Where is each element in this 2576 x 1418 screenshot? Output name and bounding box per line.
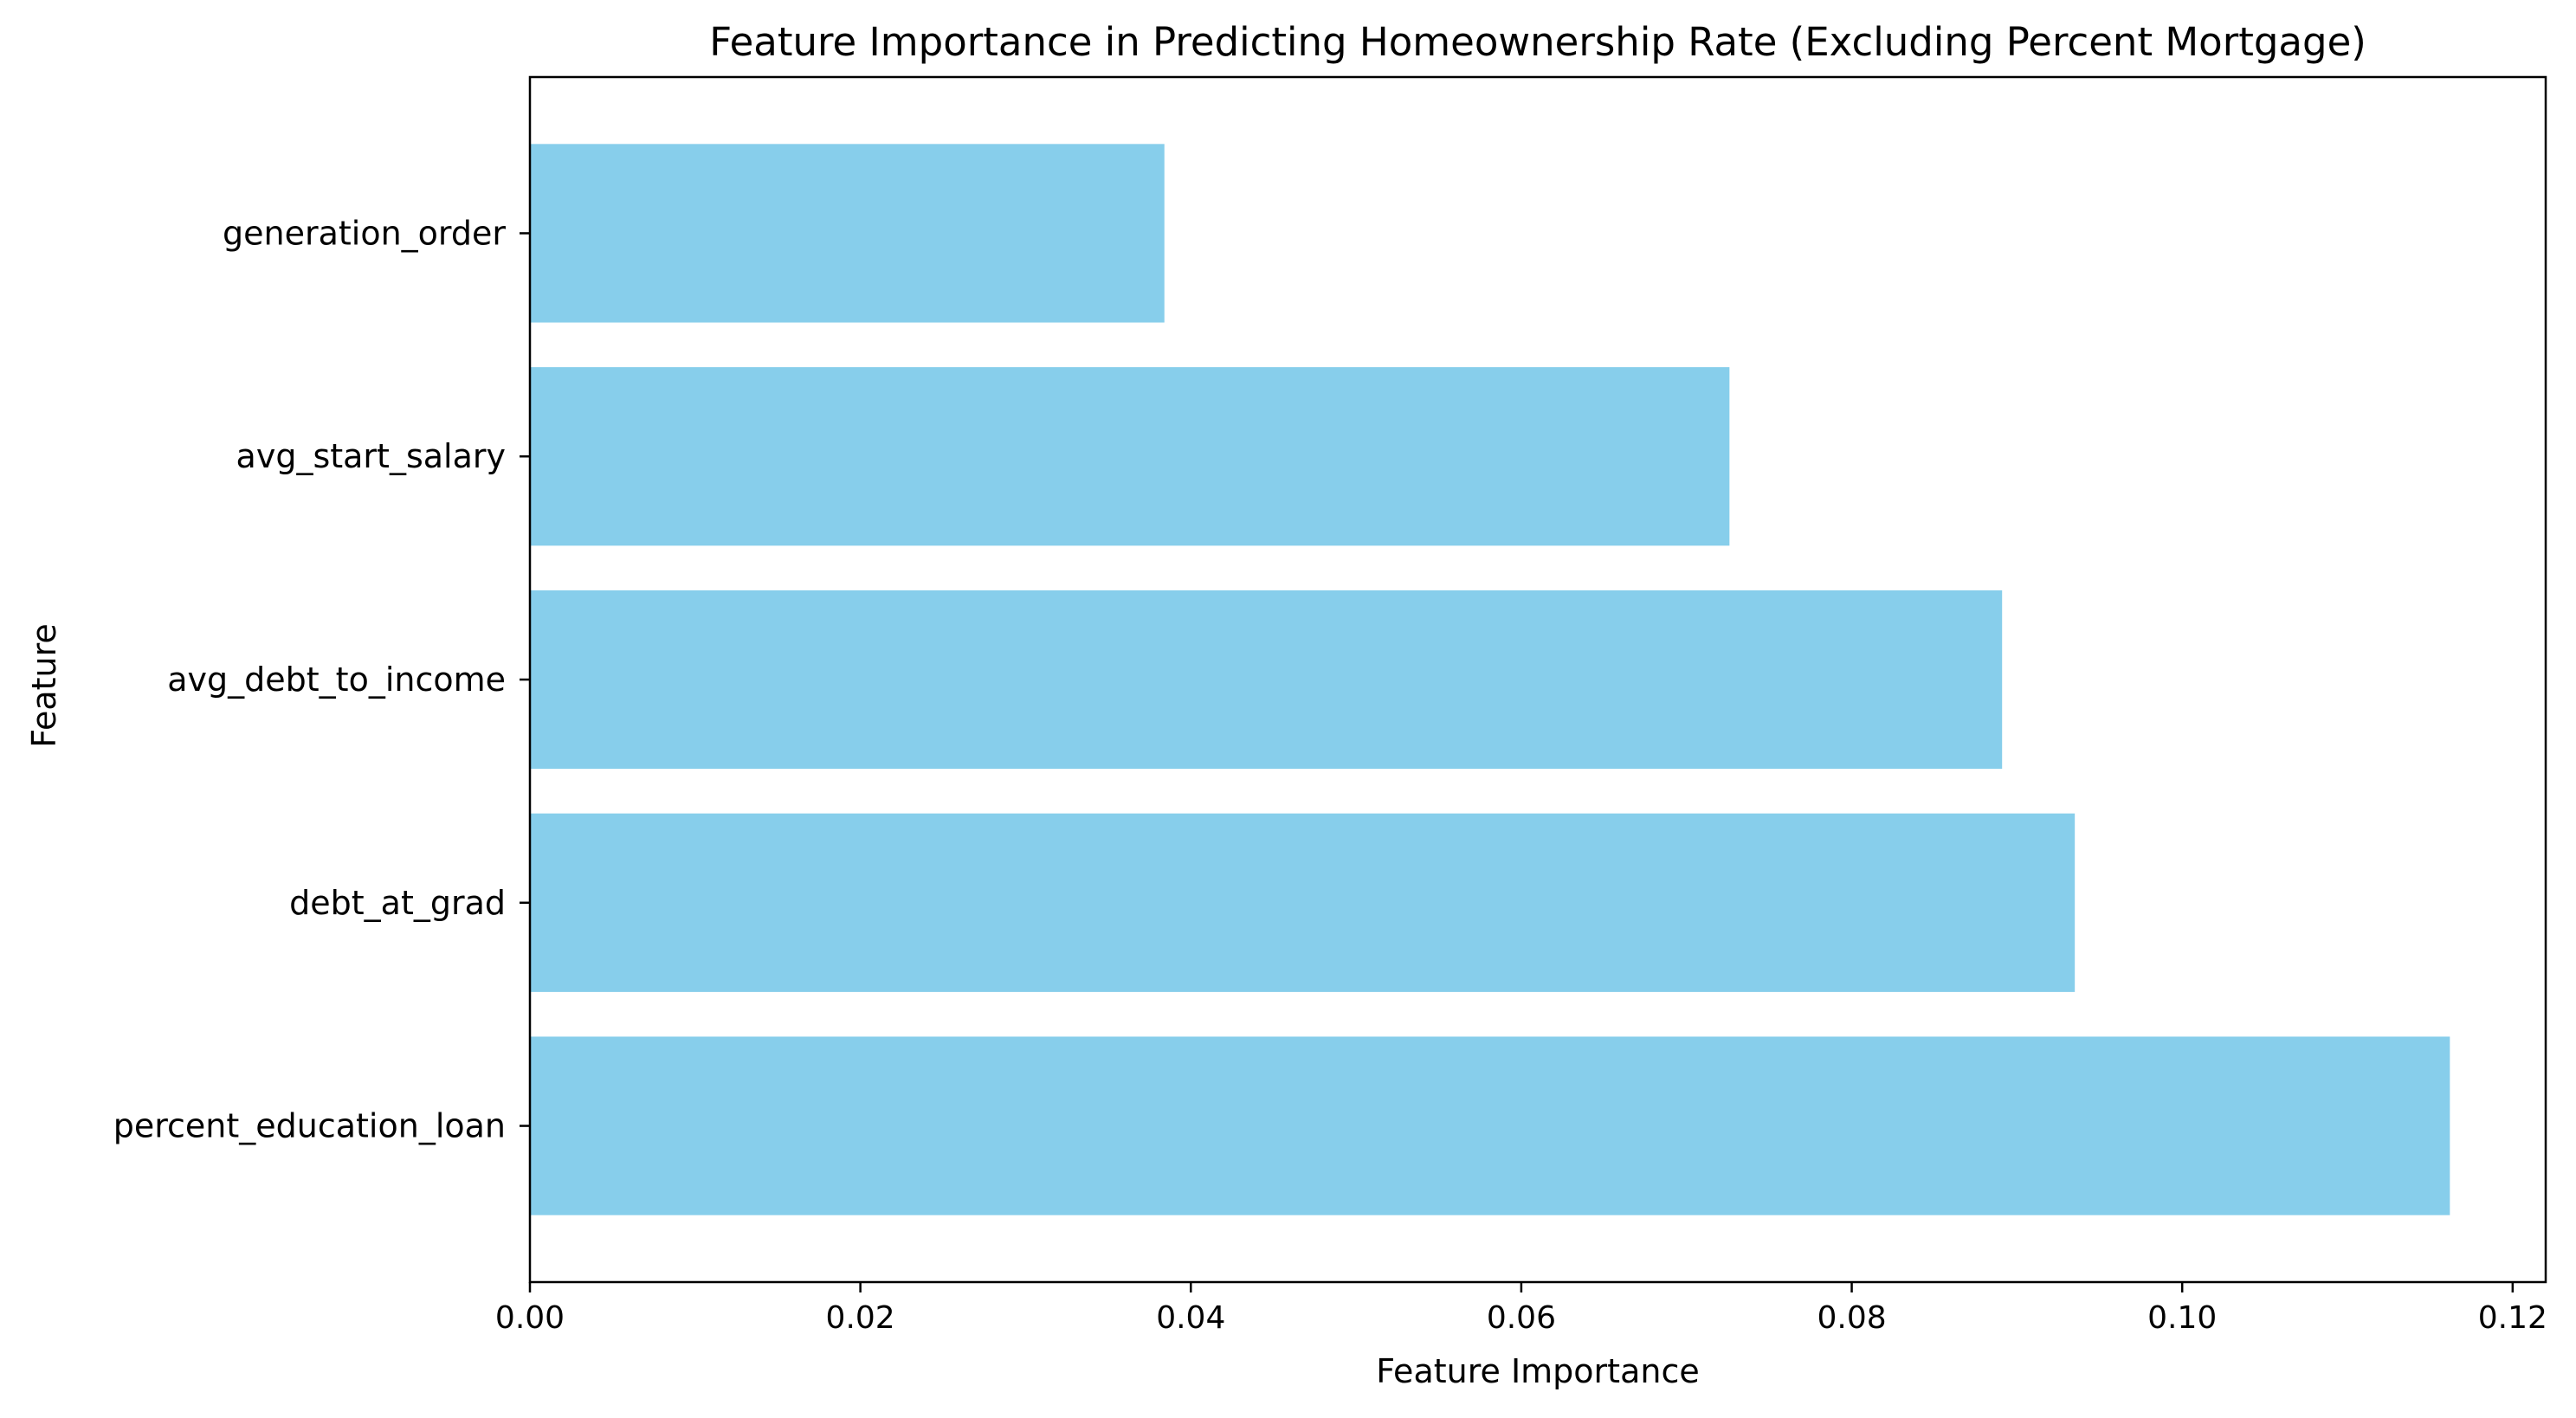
axes-layer: 0.00 0.02 0.04 0.06 0.08 0.10 0.12 percent_educ… bbox=[113, 75, 2547, 1336]
y-tick-label: generation_order bbox=[223, 214, 506, 252]
x-axis-label: Feature Importance bbox=[1376, 1352, 1699, 1390]
y-tick-label: debt_at_grad bbox=[289, 884, 506, 922]
y-tick-label: percent_education_loan bbox=[113, 1107, 506, 1145]
chart-title: Feature Importance in Predicting Homeown… bbox=[709, 19, 2366, 65]
y-axis-label: Feature bbox=[25, 623, 63, 748]
y-tick-label: avg_debt_to_income bbox=[167, 661, 506, 699]
y-tick-label: avg_start_salary bbox=[236, 437, 506, 475]
bar-avg-start-salary bbox=[530, 367, 1730, 546]
bar-avg-debt-to-income bbox=[530, 590, 2003, 770]
x-tick-label: 0.04 bbox=[1156, 1300, 1225, 1336]
x-tick-label: 0.08 bbox=[1817, 1300, 1886, 1336]
x-tick-label: 0.10 bbox=[2147, 1300, 2217, 1336]
bar-generation-order bbox=[530, 144, 1165, 323]
bar-percent-education-loan bbox=[530, 1036, 2450, 1215]
x-tick-label: 0.00 bbox=[495, 1300, 565, 1336]
bars-layer bbox=[530, 144, 2450, 1215]
x-tick-label: 0.06 bbox=[1487, 1300, 1556, 1336]
x-tick-label: 0.12 bbox=[2478, 1300, 2547, 1336]
x-tick-label: 0.02 bbox=[826, 1300, 895, 1336]
bar-debt-at-grad bbox=[530, 813, 2076, 992]
